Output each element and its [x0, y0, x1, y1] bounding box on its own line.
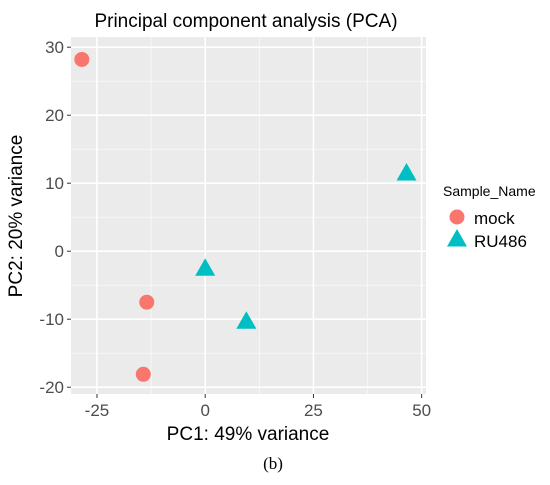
y-tick-label: 10 [45, 174, 64, 193]
legend: Sample_Name mock RU486 [443, 183, 536, 251]
legend-label-mock: mock [474, 209, 515, 228]
x-axis-label: PC1: 49% variance [167, 424, 330, 445]
y-tick-label: 20 [45, 106, 64, 125]
y-tick-label: -10 [39, 310, 64, 329]
point-mock [135, 366, 151, 382]
data-points [74, 51, 417, 382]
figure-caption: (b) [263, 454, 283, 473]
x-tick-label: 25 [304, 401, 323, 420]
y-tick-label: 30 [45, 38, 64, 57]
chart-title: Principal component analysis (PCA) [94, 11, 397, 32]
legend-title: Sample_Name [443, 183, 536, 199]
point-ru486 [236, 311, 257, 329]
legend-key-mock [449, 209, 465, 225]
point-ru486 [195, 258, 216, 276]
x-tick-label: 50 [412, 401, 431, 420]
legend-label-ru486: RU486 [474, 232, 527, 251]
x-tick-label: 0 [200, 401, 209, 420]
x-tick-label: -25 [85, 401, 110, 420]
point-ru486 [396, 163, 417, 181]
plot-panel [71, 37, 426, 394]
x-axis-ticks: -25 0 25 50 [85, 394, 431, 420]
y-axis-label: PC2: 20% variance [6, 135, 27, 298]
y-tick-label: -20 [39, 378, 64, 397]
y-axis-ticks: -20 -10 0 10 20 30 [39, 38, 71, 397]
point-mock [139, 294, 155, 310]
point-mock [74, 51, 90, 67]
legend-key-ru486 [447, 229, 467, 247]
y-tick-label: 0 [55, 242, 64, 261]
